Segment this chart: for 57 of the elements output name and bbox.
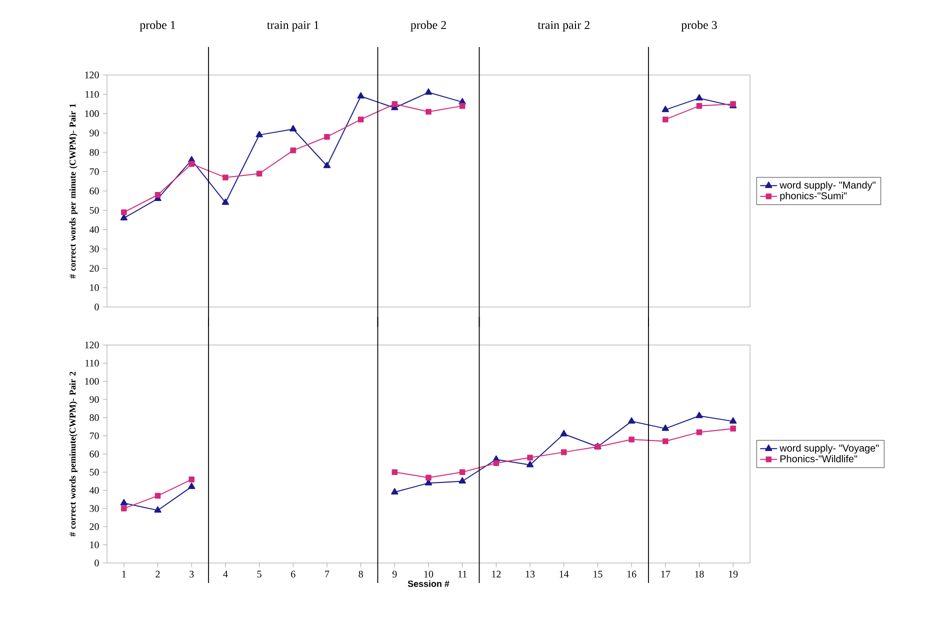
y-tick-label: 60	[90, 188, 99, 194]
text: train pair 2	[538, 21, 590, 32]
x-tick-label: 3	[190, 570, 194, 578]
y-tick-label: 50	[90, 206, 99, 214]
y-tick-label: 20	[90, 523, 99, 530]
text: probe 1	[140, 20, 176, 32]
y-tick-label: 0	[94, 304, 99, 310]
x-tick-label: 11	[458, 570, 467, 578]
legend-label: Phonics-"Wildlife"	[780, 454, 858, 462]
y-tick-label: 120	[85, 342, 99, 348]
x-tick-label: 1	[122, 570, 126, 578]
legend-label: word supply- "Mandy"	[780, 181, 876, 191]
x-axis-title: Session #	[408, 580, 450, 587]
x-tick-label: 7	[325, 570, 330, 578]
text: train pair 1	[267, 21, 319, 32]
x-tick-label: 16	[627, 570, 636, 578]
y-tick-label: 80	[90, 414, 99, 422]
x-tick-label: 5	[257, 570, 262, 578]
y-tick-label: 120	[85, 72, 99, 78]
y-tick-label: 110	[86, 360, 99, 367]
y-axis-title: # correct words per minute (CWPM)- Pair 1	[69, 104, 78, 278]
y-tick-label: 80	[90, 148, 99, 156]
y-tick-label: 100	[85, 110, 99, 118]
x-tick-label: 13	[526, 570, 535, 578]
x-tick-label: 17	[661, 570, 670, 578]
x-tick-label: 12	[492, 570, 501, 578]
text: probe 3	[681, 20, 717, 32]
y-tick-label: 100	[85, 378, 99, 385]
y-tick-label: 110	[86, 90, 99, 98]
x-tick-label: 9	[392, 570, 397, 578]
y-tick-label: 0	[94, 560, 99, 566]
y-tick-label: 40	[89, 226, 99, 234]
x-tick-label: 4	[223, 570, 228, 578]
x-tick-label: 6	[291, 570, 296, 578]
y-tick-label: 70	[90, 432, 99, 440]
x-tick-label: 19	[728, 570, 738, 578]
y-tick-label: 60	[90, 450, 99, 458]
y-tick-label: 30	[90, 505, 99, 512]
x-tick-label: 8	[358, 570, 363, 578]
x-tick-label: 2	[156, 570, 160, 578]
y-tick-label: 70	[90, 168, 99, 176]
y-tick-label: 90	[90, 130, 99, 136]
y-tick-label: 90	[90, 396, 99, 403]
y-tick-label: 40	[89, 486, 99, 494]
x-tick-label: 10	[424, 570, 434, 578]
legend-label: phonics-"Sumi"	[780, 192, 847, 202]
y-tick-label: 20	[90, 264, 99, 272]
text: probe 2	[410, 20, 446, 32]
y-tick-label: 10	[90, 284, 99, 292]
x-tick-label: 14	[560, 570, 569, 578]
y-tick-label: 30	[90, 246, 99, 252]
x-tick-label: 15	[594, 570, 602, 578]
legend-label: word supply- "Voyage"	[780, 444, 879, 454]
y-tick-label: 50	[90, 468, 99, 476]
x-tick-label: 18	[695, 570, 704, 578]
y-axis-title: # correct words peminute(CWPM)- Pair 2	[69, 372, 78, 536]
y-tick-label: 10	[90, 541, 99, 548]
